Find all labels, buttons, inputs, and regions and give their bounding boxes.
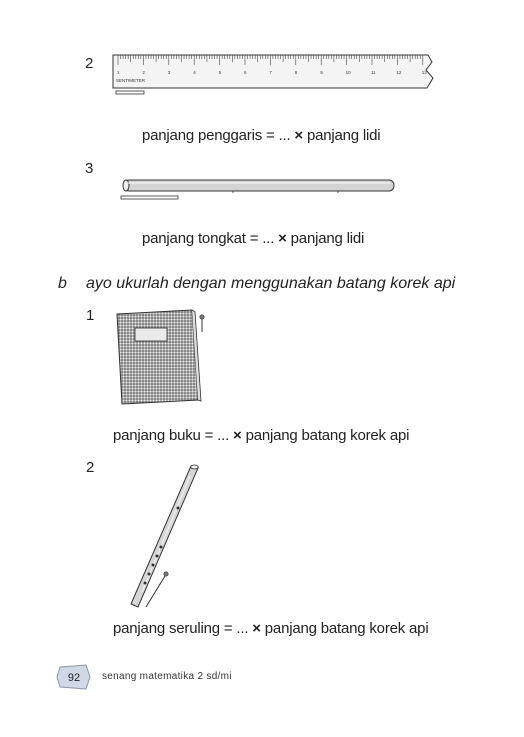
ruler-tick-label: 5 bbox=[219, 70, 222, 75]
ruler-tick-label: 13 bbox=[422, 70, 428, 75]
matchstick bbox=[145, 575, 166, 608]
stick-illustration bbox=[120, 179, 395, 200]
section-letter: b bbox=[58, 275, 67, 292]
times-sign: × bbox=[233, 427, 242, 444]
ruler-tick-label: 2 bbox=[142, 70, 145, 75]
equation-right: panjang batang korek api bbox=[264, 620, 429, 637]
ruler-tick-label: 3 bbox=[168, 70, 171, 75]
ruler-tick-label: 9 bbox=[320, 70, 323, 75]
lidi-stick bbox=[115, 90, 145, 95]
equation-right: panjang batang korek api bbox=[245, 427, 410, 444]
equation-ruler: panjang penggaris = ... × panjang lidi bbox=[142, 127, 381, 144]
ruler-tick-label: 6 bbox=[244, 70, 247, 75]
book-illustration bbox=[116, 309, 205, 405]
flute-illustration bbox=[130, 464, 199, 608]
ruler-tick-label: 12 bbox=[396, 70, 402, 75]
lidi-stick bbox=[120, 195, 179, 200]
times-sign: × bbox=[294, 127, 303, 144]
page-number-badge: 92 bbox=[56, 664, 91, 690]
item-number: 3 bbox=[85, 160, 94, 177]
section-instruction: ayo ukurlah dengan menggunakan batang ko… bbox=[86, 275, 456, 292]
item-number: 1 bbox=[86, 307, 95, 324]
item-number: 2 bbox=[85, 55, 94, 72]
times-sign: × bbox=[278, 230, 287, 247]
times-sign: × bbox=[252, 620, 261, 637]
book-title: senang matematika 2 sd/mi bbox=[102, 671, 232, 682]
ruler-tick-label: 8 bbox=[295, 70, 298, 75]
ruler-tick-label: 11 bbox=[371, 70, 376, 75]
ruler-tick-label: 10 bbox=[346, 70, 352, 75]
equation-left: panjang tongkat = ... bbox=[142, 230, 275, 247]
equation-stick: panjang tongkat = ... × panjang lidi bbox=[142, 230, 364, 247]
ruler-illustration: 1 2 3 4 5 6 7 8 9 10 11 12 13 SENTIMETER bbox=[112, 54, 434, 95]
equation-left: panjang penggaris = ... bbox=[142, 127, 291, 144]
ruler-tick-label: 1 bbox=[117, 70, 120, 75]
ruler-tick-label: 7 bbox=[269, 70, 272, 75]
equation-flute: panjang seruling = ... × panjang batang … bbox=[113, 620, 429, 637]
ruler-unit-label: SENTIMETER bbox=[116, 78, 146, 83]
ruler-tick-label: 4 bbox=[193, 70, 196, 75]
item-number: 2 bbox=[86, 459, 95, 476]
page-number: 92 bbox=[68, 672, 80, 684]
equation-left: panjang buku = ... bbox=[113, 427, 230, 444]
equation-book: panjang buku = ... × panjang batang kore… bbox=[113, 427, 409, 444]
equation-right: panjang lidi bbox=[306, 127, 381, 144]
equation-left: panjang seruling = ... bbox=[113, 620, 249, 637]
equation-right: panjang lidi bbox=[290, 230, 365, 247]
